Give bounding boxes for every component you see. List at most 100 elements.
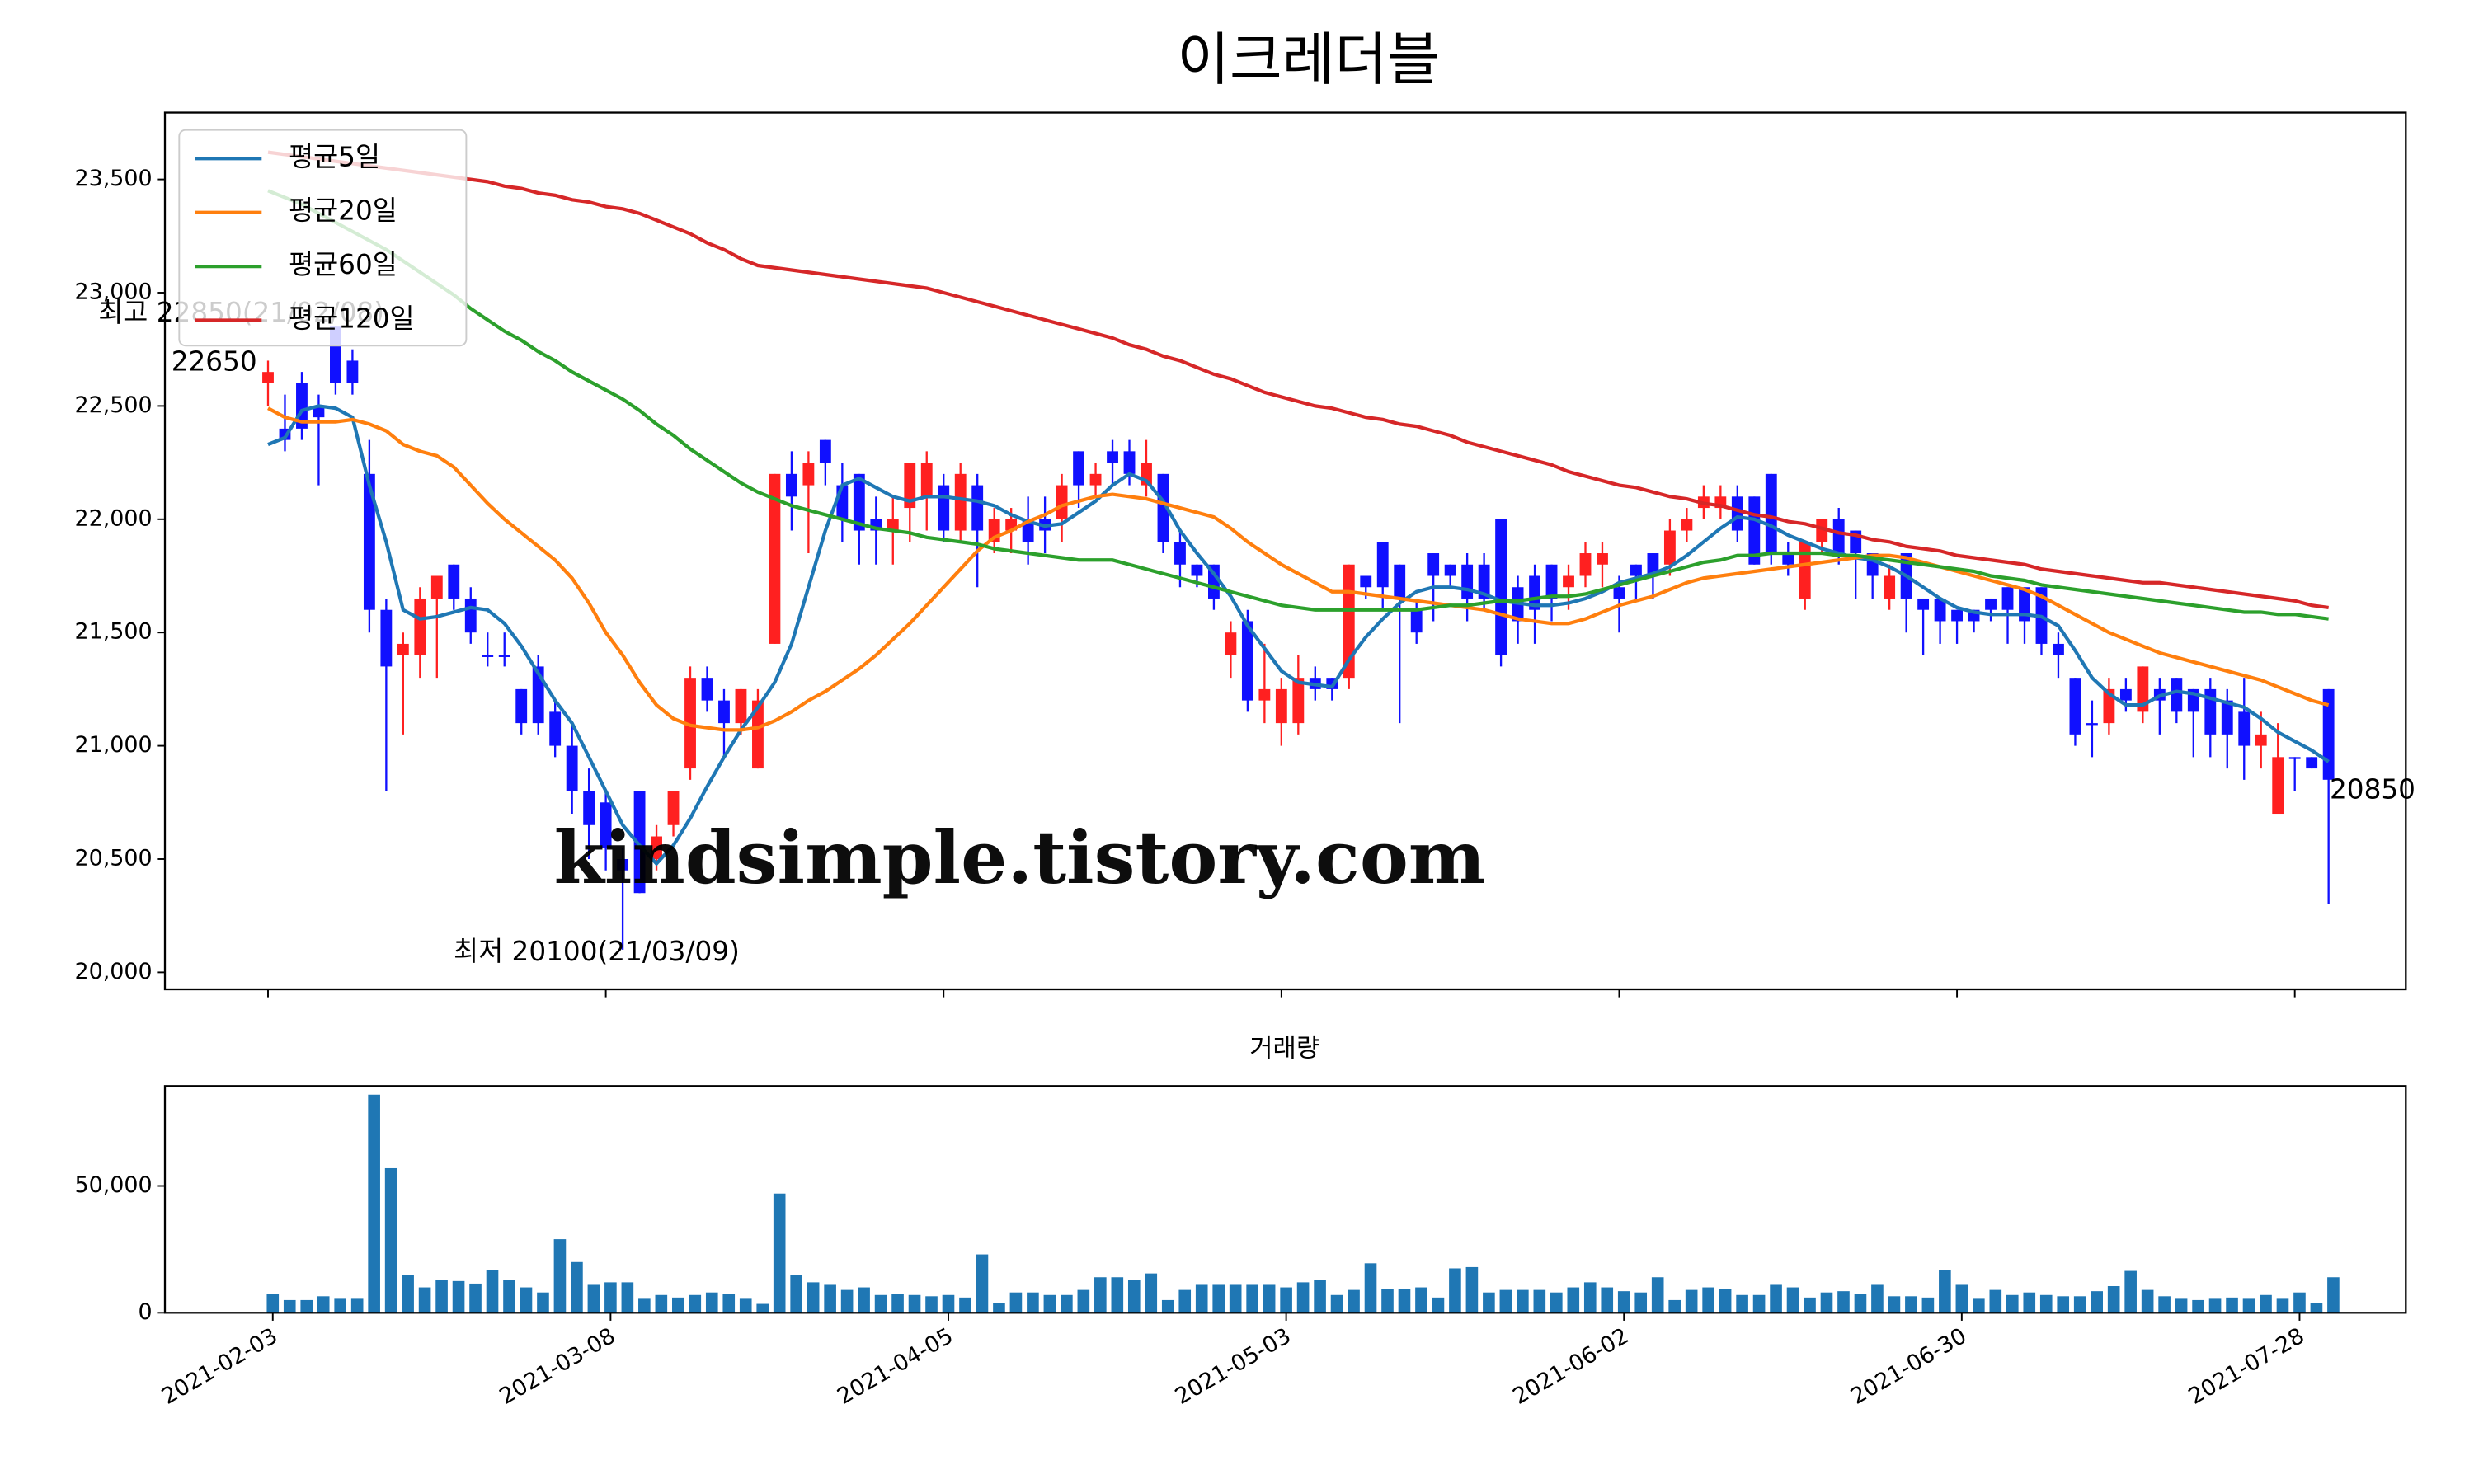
volume-bar: [486, 1270, 499, 1313]
volume-bar: [2141, 1289, 2154, 1313]
candle-body: [1241, 621, 1253, 701]
volume-bar: [1145, 1273, 1158, 1313]
candle-body: [735, 688, 747, 724]
volume-bar: [2276, 1298, 2289, 1313]
candle-body: [752, 700, 764, 769]
volume-bar: [1804, 1297, 1816, 1313]
volume-bar: [1094, 1277, 1107, 1313]
candle-body: [1985, 598, 1997, 610]
candle-body: [971, 485, 984, 531]
watermark: kindsimple.tistory.com: [554, 815, 1486, 900]
volume-bar: [2158, 1296, 2171, 1313]
volume-bar: [266, 1294, 280, 1313]
candle-body: [1056, 485, 1068, 519]
volume-bar: [2310, 1303, 2323, 1313]
volume-bar: [1061, 1294, 1073, 1313]
volume-bar: [469, 1283, 482, 1313]
candle-body: [651, 836, 662, 859]
volume-bar: [1043, 1294, 1056, 1313]
volume-bar: [1583, 1282, 1597, 1313]
volume-bar: [942, 1294, 955, 1313]
y-tick-label: 23,000: [74, 279, 152, 305]
volume-bar: [1077, 1289, 1090, 1313]
legend-label: 평균5일: [289, 141, 380, 172]
candle-body: [1360, 575, 1372, 588]
candle-body: [1410, 609, 1423, 633]
candle-body: [938, 485, 950, 531]
volume-bar: [1752, 1294, 1766, 1313]
moving-average-line: [267, 406, 2330, 732]
volume-bar: [1330, 1294, 1343, 1313]
volume-bar: [655, 1294, 668, 1313]
candle-body: [397, 643, 409, 655]
candle-body: [802, 463, 815, 486]
y-tick-label: 0: [138, 1299, 152, 1325]
volume-bar: [1786, 1287, 1799, 1313]
annotation: 22650: [172, 345, 257, 377]
volume-bar: [1973, 1298, 1985, 1313]
candle-body: [769, 473, 781, 644]
candle-body: [1951, 609, 1963, 622]
volume-bar: [2208, 1298, 2222, 1313]
candle-body: [1563, 575, 1574, 588]
candle-body: [600, 802, 612, 848]
volume-bar: [1111, 1277, 1124, 1313]
volume-bar: [1280, 1287, 1292, 1313]
candle-body: [313, 406, 325, 418]
volume-bar: [1296, 1282, 1310, 1313]
candle-body: [718, 700, 730, 724]
chart-title: 이크레더블: [1177, 27, 1439, 93]
volume-bar: [317, 1296, 330, 1313]
candle-body: [1495, 519, 1507, 655]
volume-bar: [705, 1292, 718, 1313]
candle-body: [380, 609, 393, 667]
y-tick-label: 20,000: [74, 959, 152, 984]
candle-body: [684, 678, 696, 769]
candle-body: [617, 858, 629, 871]
candle-body: [1461, 564, 1474, 599]
candle-body: [1681, 519, 1693, 531]
volume-bar: [891, 1294, 904, 1313]
y-tick-label: 21,500: [74, 619, 152, 645]
volume-bar: [1567, 1287, 1580, 1313]
candle-body: [1613, 587, 1625, 599]
candle-body: [498, 655, 510, 657]
volume-bar: [1854, 1294, 1867, 1313]
candle-body: [583, 791, 595, 825]
volume-bar: [2260, 1294, 2272, 1313]
volume-bar: [2107, 1286, 2120, 1313]
candle-body: [1731, 496, 1743, 531]
volume-bar: [1634, 1292, 1648, 1313]
volume-bar: [1939, 1270, 1951, 1313]
moving-average-line: [267, 150, 2329, 610]
volume-bar: [1465, 1266, 1479, 1313]
candle-body: [1545, 564, 1558, 599]
candle-body: [1107, 451, 1118, 463]
candle-body: [2137, 666, 2149, 712]
volume-bar: [1263, 1284, 1276, 1313]
volume-bar: [908, 1294, 921, 1313]
candle-body: [1663, 530, 1676, 565]
volume-bar: [874, 1294, 887, 1313]
volume-bar: [1449, 1268, 1461, 1313]
volume-bar: [1719, 1289, 1732, 1313]
candle-body: [1123, 451, 1136, 474]
volume-bar: [587, 1284, 600, 1313]
volume-bar: [2124, 1270, 2137, 1313]
candle-body: [346, 360, 359, 383]
candle-body: [1579, 553, 1592, 576]
candle-body: [414, 598, 426, 655]
candle-body: [701, 678, 713, 701]
candle-body: [464, 598, 477, 633]
volume-bar: [1871, 1284, 1884, 1313]
candle-body: [2221, 700, 2233, 735]
legend-label: 평균120일: [289, 303, 415, 334]
annotation: 최저 20100(21/03/09): [454, 936, 740, 967]
volume-bar: [2175, 1298, 2188, 1313]
volume-bar: [300, 1299, 313, 1313]
candle-body: [2119, 688, 2132, 701]
volume-bar: [334, 1298, 347, 1313]
volume-bar: [520, 1287, 533, 1313]
